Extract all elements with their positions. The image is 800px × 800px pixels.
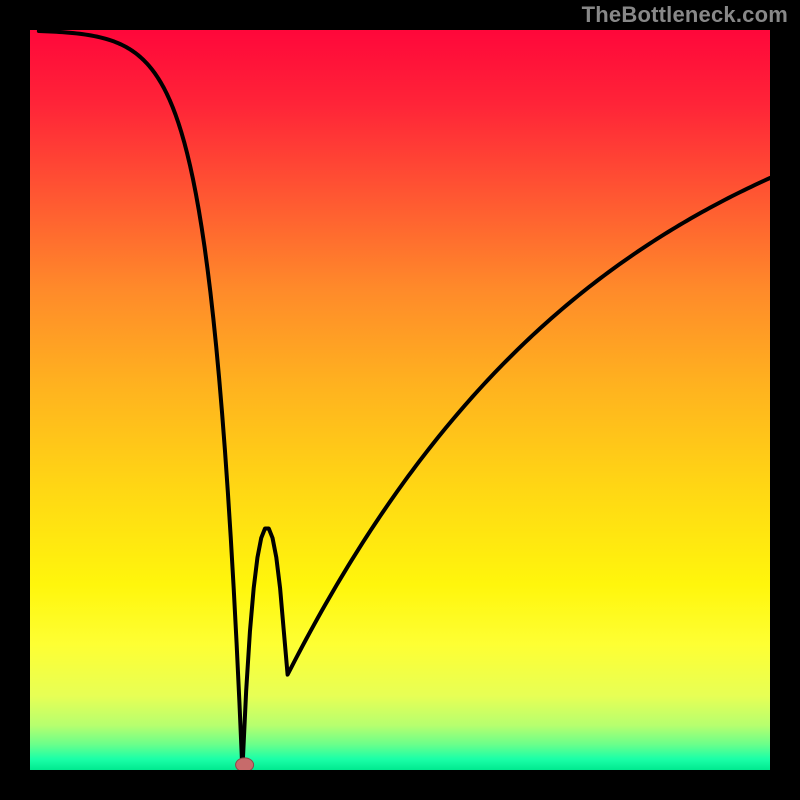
- watermark-text: TheBottleneck.com: [582, 2, 788, 28]
- plot-area: [30, 30, 770, 770]
- minimum-marker: [236, 758, 254, 770]
- chart-container: TheBottleneck.com: [0, 0, 800, 800]
- plot-background: [30, 30, 770, 770]
- plot-svg: [30, 30, 770, 770]
